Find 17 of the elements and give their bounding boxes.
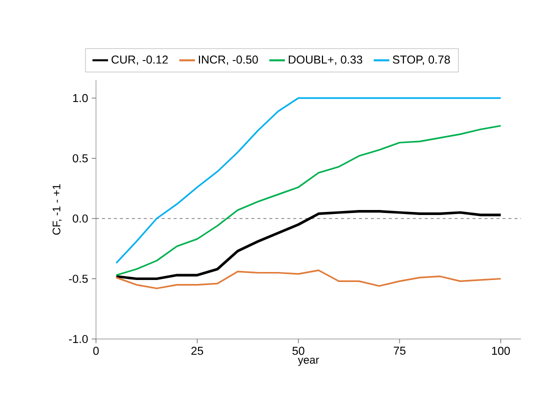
legend-label: INCR, -0.50 bbox=[198, 56, 258, 66]
legend-label: STOP, 0.78 bbox=[392, 56, 450, 66]
legend-label: DOUBL+, 0.33 bbox=[288, 56, 362, 66]
x-tick-label: 0 bbox=[93, 346, 99, 355]
y-tick-label: -1.0 bbox=[69, 334, 88, 344]
y-tick-label: 1.0 bbox=[73, 94, 88, 102]
y-tick-label: 0.0 bbox=[72, 214, 88, 223]
x-tick-label: 50 bbox=[292, 346, 304, 355]
legend-label: CUR, -0.12 bbox=[112, 56, 168, 66]
y-tick-label: -0.5 bbox=[69, 274, 88, 283]
line-series bbox=[115, 270, 502, 290]
y-axis-title: CF, -1 - +1 bbox=[52, 184, 62, 235]
x-tick-label: 75 bbox=[394, 346, 406, 355]
x-tick-label: 100 bbox=[492, 346, 510, 355]
x-axis-title: year bbox=[298, 358, 319, 366]
x-tick-label: 25 bbox=[191, 346, 204, 355]
y-tick-label: 0.5 bbox=[72, 154, 88, 162]
